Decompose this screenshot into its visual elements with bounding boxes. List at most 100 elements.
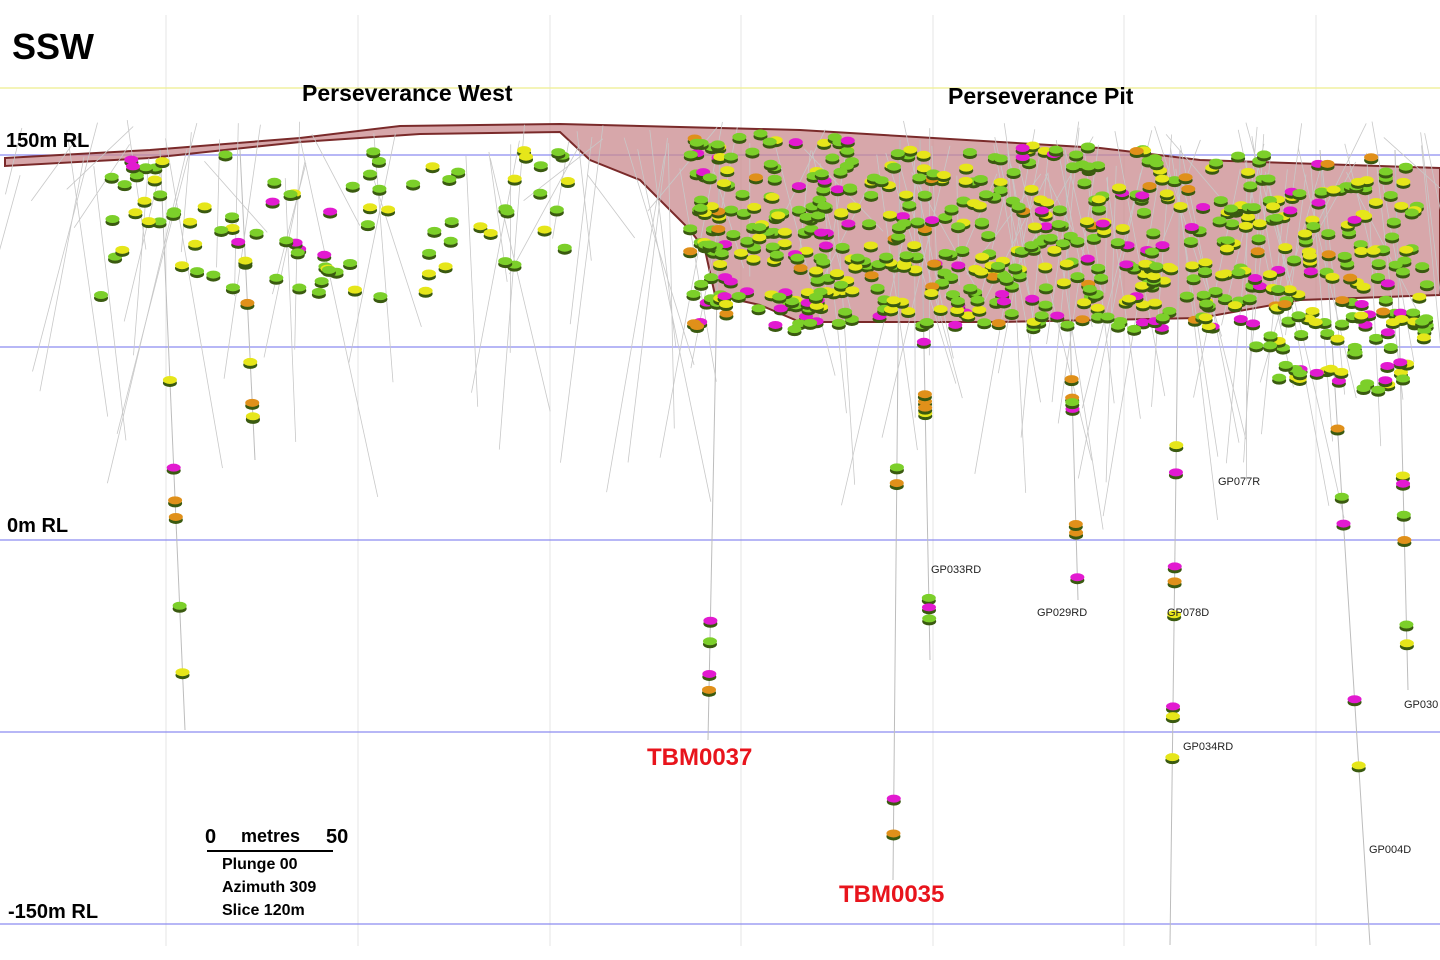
- intercept-disc: [702, 173, 717, 182]
- intercept-disc: [981, 230, 996, 239]
- intercept-disc: [1241, 167, 1256, 176]
- intercept-disc: [1354, 299, 1369, 308]
- intercept-disc: [975, 252, 990, 261]
- area-label-pit: Perseverance Pit: [948, 83, 1134, 109]
- intercept-disc: [1398, 162, 1413, 171]
- intercept-disc: [991, 319, 1006, 328]
- intercept-disc: [902, 200, 917, 209]
- intercept-disc: [1320, 159, 1335, 168]
- intercept-disc: [1155, 313, 1170, 322]
- intercept-disc: [1209, 158, 1224, 167]
- intercept-disc: [720, 166, 735, 175]
- intercept-disc: [714, 249, 729, 258]
- intercept-disc: [919, 318, 934, 327]
- intercept-disc: [1162, 306, 1177, 315]
- intercept-disc: [1241, 212, 1256, 221]
- intercept-disc: [719, 309, 734, 318]
- intercept-disc: [1354, 311, 1369, 320]
- intercept-disc: [946, 290, 961, 299]
- intercept-disc: [818, 241, 833, 250]
- intercept-disc: [1015, 143, 1030, 152]
- intercept-disc: [863, 241, 878, 250]
- intercept-disc: [1256, 150, 1271, 159]
- intercept-disc: [363, 169, 378, 178]
- intercept-disc: [1167, 610, 1182, 619]
- intercept-disc: [1149, 159, 1164, 168]
- intercept-disc: [1135, 318, 1150, 327]
- intercept-disc: [373, 292, 388, 301]
- intercept-disc: [197, 202, 212, 211]
- intercept-disc: [1293, 369, 1308, 378]
- intercept-disc: [1292, 189, 1307, 198]
- intercept-disc: [870, 283, 885, 292]
- intercept-disc: [1335, 296, 1350, 305]
- intercept-disc: [138, 163, 153, 172]
- intercept-disc: [1326, 185, 1341, 194]
- intercept-disc: [979, 190, 994, 199]
- intercept-disc: [1025, 294, 1040, 303]
- drill-hole-trace: [311, 134, 361, 226]
- drill-hole-trace: [667, 143, 675, 429]
- intercept-disc: [1167, 176, 1182, 185]
- intercept-disc: [977, 318, 992, 327]
- intercept-disc: [765, 192, 780, 201]
- intercept-disc: [1094, 273, 1109, 282]
- intercept-disc: [799, 246, 814, 255]
- intercept-disc: [162, 375, 177, 384]
- intercept-disc: [153, 190, 168, 199]
- intercept-disc: [168, 496, 183, 505]
- intercept-disc: [752, 233, 767, 242]
- intercept-disc: [225, 223, 240, 232]
- intercept-disc: [817, 138, 832, 147]
- drill-hole-trace: [679, 168, 717, 382]
- rl-label-minus150: -150m RL: [8, 901, 99, 923]
- drill-hole-trace: [1264, 171, 1345, 519]
- intercept-disc: [363, 203, 378, 212]
- intercept-disc: [787, 325, 802, 334]
- drill-hole-trace: [216, 139, 221, 268]
- intercept-disc: [747, 202, 762, 211]
- intercept-disc: [147, 175, 162, 184]
- intercept-disc: [777, 227, 792, 236]
- drill-hole-trace: [73, 144, 130, 228]
- intercept-disc: [973, 174, 988, 183]
- intercept-disc: [1215, 270, 1230, 279]
- intercept-disc: [533, 161, 548, 170]
- intercept-disc: [218, 150, 233, 159]
- intercept-disc: [927, 259, 942, 268]
- intercept-disc: [799, 212, 814, 221]
- intercept-disc: [1070, 272, 1085, 281]
- intercept-disc: [317, 250, 332, 259]
- intercept-disc: [951, 261, 966, 270]
- intercept-disc: [848, 262, 863, 271]
- intercept-disc: [1335, 319, 1350, 328]
- intercept-disc: [1366, 246, 1381, 255]
- intercept-disc: [1263, 270, 1278, 279]
- intercept-disc: [1112, 183, 1127, 192]
- intercept-disc: [1146, 228, 1161, 237]
- intercept-disc: [1356, 383, 1371, 392]
- azimuth-label: Azimuth 309: [222, 879, 317, 896]
- intercept-disc: [371, 156, 386, 165]
- intercept-disc: [1249, 341, 1264, 350]
- intercept-disc: [1011, 202, 1026, 211]
- view-direction-label: SSW: [12, 26, 95, 67]
- intercept-disc: [817, 201, 832, 210]
- intercept-disc: [406, 179, 421, 188]
- drill-hole-trace: [569, 136, 593, 325]
- drill-hole-trace: [586, 174, 636, 239]
- intercept-disc: [381, 205, 396, 214]
- intercept-disc: [1306, 221, 1321, 230]
- intercept-disc: [168, 512, 183, 521]
- rl-label-150: 150m RL: [6, 130, 90, 152]
- intercept-disc: [1380, 328, 1395, 337]
- intercept-disc: [1080, 217, 1095, 226]
- intercept-disc: [1383, 343, 1398, 352]
- intercept-disc: [231, 237, 246, 246]
- intercept-disc: [1396, 177, 1411, 186]
- intercept-disc: [1208, 286, 1223, 295]
- intercept-disc: [125, 162, 140, 171]
- intercept-disc: [117, 180, 132, 189]
- intercept-disc: [895, 212, 910, 221]
- area-label-west: Perseverance West: [302, 80, 513, 106]
